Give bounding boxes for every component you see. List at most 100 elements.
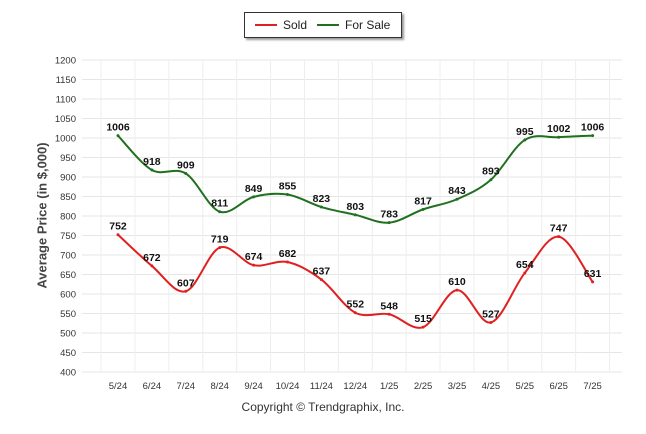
- data-labels: 752 672 607 719 674 682 637 552 548 515 610 527 654 7…: [106, 122, 604, 325]
- copyright-text: Copyright © Trendgraphix, Inc.: [241, 400, 405, 414]
- data-point-for-sale: [489, 178, 493, 182]
- data-point-sold: [387, 312, 391, 316]
- y-tick-label: 1050: [55, 114, 76, 125]
- data-label-for-sale: 995: [516, 126, 534, 138]
- x-axis-ticks: 5/24 6/24 7/24 8/24 9/24 10/24 11/24 12/24 1/25 2…: [109, 381, 602, 392]
- data-point-for-sale: [218, 210, 222, 214]
- data-point-for-sale: [455, 197, 459, 201]
- data-point-sold: [116, 233, 120, 237]
- data-label-sold: 654: [516, 259, 534, 271]
- x-tick-label: 5/24: [109, 381, 128, 392]
- y-tick-label: 950: [60, 153, 76, 164]
- x-tick-label: 1/25: [380, 381, 399, 392]
- data-point-sold: [252, 263, 256, 267]
- data-point-for-sale: [387, 221, 391, 225]
- y-tick-label: 650: [60, 270, 76, 281]
- x-tick-label: 6/24: [143, 381, 162, 392]
- data-label-sold: 682: [279, 248, 297, 260]
- data-point-for-sale: [184, 171, 188, 175]
- x-tick-label: 5/25: [516, 381, 535, 392]
- y-tick-label: 450: [60, 348, 76, 359]
- data-point-sold: [557, 235, 561, 239]
- legend-swatch-sold: [255, 24, 277, 26]
- data-point-for-sale: [116, 134, 120, 138]
- y-axis-title: Average Price (in $,000): [34, 142, 50, 289]
- grid: [82, 59, 622, 373]
- y-tick-label: 800: [60, 212, 76, 223]
- data-label-for-sale: 855: [279, 181, 297, 193]
- data-label-for-sale: 849: [245, 183, 263, 195]
- data-label-for-sale: 783: [380, 209, 398, 221]
- data-point-sold: [591, 280, 595, 284]
- data-point-for-sale: [286, 193, 289, 197]
- y-tick-label: 1200: [55, 56, 76, 67]
- x-tick-label: 12/24: [343, 381, 367, 392]
- x-tick-label: 7/24: [177, 381, 196, 392]
- data-point-sold: [218, 246, 222, 250]
- y-tick-label: 750: [60, 231, 76, 242]
- y-tick-label: 850: [60, 192, 76, 203]
- data-point-sold: [184, 289, 188, 293]
- data-label-for-sale: 909: [177, 159, 195, 171]
- x-tick-label: 8/24: [210, 381, 229, 392]
- data-label-sold: 637: [313, 266, 331, 278]
- y-tick-label: 700: [60, 251, 76, 262]
- data-point-sold: [319, 278, 323, 282]
- y-tick-label: 500: [60, 329, 76, 340]
- data-label-for-sale: 823: [313, 193, 331, 205]
- data-label-sold: 552: [347, 299, 365, 311]
- y-tick-label: 900: [60, 173, 76, 184]
- data-label-sold: 672: [143, 252, 161, 264]
- data-point-sold: [353, 311, 357, 315]
- data-point-for-sale: [421, 207, 425, 211]
- data-point-for-sale: [591, 134, 595, 138]
- data-point-for-sale: [252, 195, 256, 199]
- data-point-sold: [286, 260, 289, 264]
- data-label-sold: 515: [414, 313, 432, 325]
- y-tick-label: 1150: [56, 75, 76, 86]
- data-label-sold: 747: [550, 223, 568, 235]
- y-tick-label: 400: [60, 368, 76, 379]
- data-point-sold: [523, 271, 527, 275]
- legend-label-for-sale: For Sale: [345, 18, 391, 32]
- y-tick-label: 550: [60, 309, 76, 320]
- data-label-for-sale: 1006: [106, 122, 130, 134]
- data-label-sold: 527: [482, 308, 500, 320]
- x-tick-label: 11/24: [310, 381, 333, 392]
- data-label-for-sale: 1002: [547, 123, 571, 135]
- x-tick-label: 4/25: [482, 381, 501, 392]
- y-tick-label: 600: [60, 290, 76, 301]
- x-tick-label: 10/24: [276, 381, 300, 392]
- legend-swatch-for-sale: [317, 24, 339, 26]
- data-label-for-sale: 918: [143, 156, 161, 168]
- data-label-for-sale: 803: [347, 201, 365, 213]
- data-point-sold: [455, 288, 459, 292]
- data-label-sold: 610: [448, 276, 466, 288]
- data-label-for-sale: 817: [414, 195, 432, 207]
- data-label-sold: 752: [109, 221, 127, 233]
- legend: Sold For Sale: [244, 12, 402, 38]
- x-tick-label: 7/25: [583, 381, 602, 392]
- x-tick-label: 3/25: [448, 381, 467, 392]
- data-label-sold: 607: [177, 277, 195, 289]
- x-tick-label: 6/25: [549, 381, 568, 392]
- legend-label-sold: Sold: [283, 18, 308, 32]
- data-label-for-sale: 843: [448, 185, 466, 197]
- data-label-sold: 674: [245, 251, 263, 263]
- data-label-for-sale: 811: [211, 198, 228, 210]
- data-point-for-sale: [150, 168, 154, 172]
- x-tick-label: 9/24: [244, 381, 263, 392]
- series-lines: [116, 134, 595, 329]
- x-tick-label: 2/25: [414, 381, 433, 392]
- data-label-sold: 719: [211, 234, 229, 246]
- data-point-sold: [421, 325, 425, 329]
- data-point-for-sale: [353, 213, 357, 217]
- data-point-sold: [150, 264, 154, 268]
- y-tick-label: 1100: [56, 95, 76, 106]
- data-point-sold: [489, 320, 493, 324]
- data-point-for-sale: [557, 135, 561, 139]
- data-label-for-sale: 1006: [581, 122, 605, 134]
- data-label-sold: 548: [380, 300, 398, 312]
- data-label-for-sale: 893: [482, 166, 500, 178]
